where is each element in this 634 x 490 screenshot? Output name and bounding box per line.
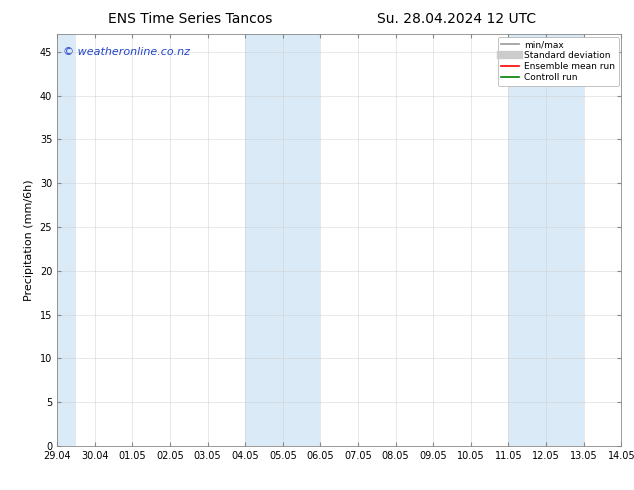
Text: ENS Time Series Tancos: ENS Time Series Tancos bbox=[108, 12, 273, 26]
Text: Su. 28.04.2024 12 UTC: Su. 28.04.2024 12 UTC bbox=[377, 12, 536, 26]
Y-axis label: Precipitation (mm/6h): Precipitation (mm/6h) bbox=[24, 179, 34, 301]
Bar bbox=[508, 34, 584, 446]
Bar bbox=[245, 34, 320, 446]
Text: © weatheronline.co.nz: © weatheronline.co.nz bbox=[63, 47, 190, 57]
Bar bbox=[57, 34, 76, 446]
Legend: min/max, Standard deviation, Ensemble mean run, Controll run: min/max, Standard deviation, Ensemble me… bbox=[498, 37, 619, 86]
